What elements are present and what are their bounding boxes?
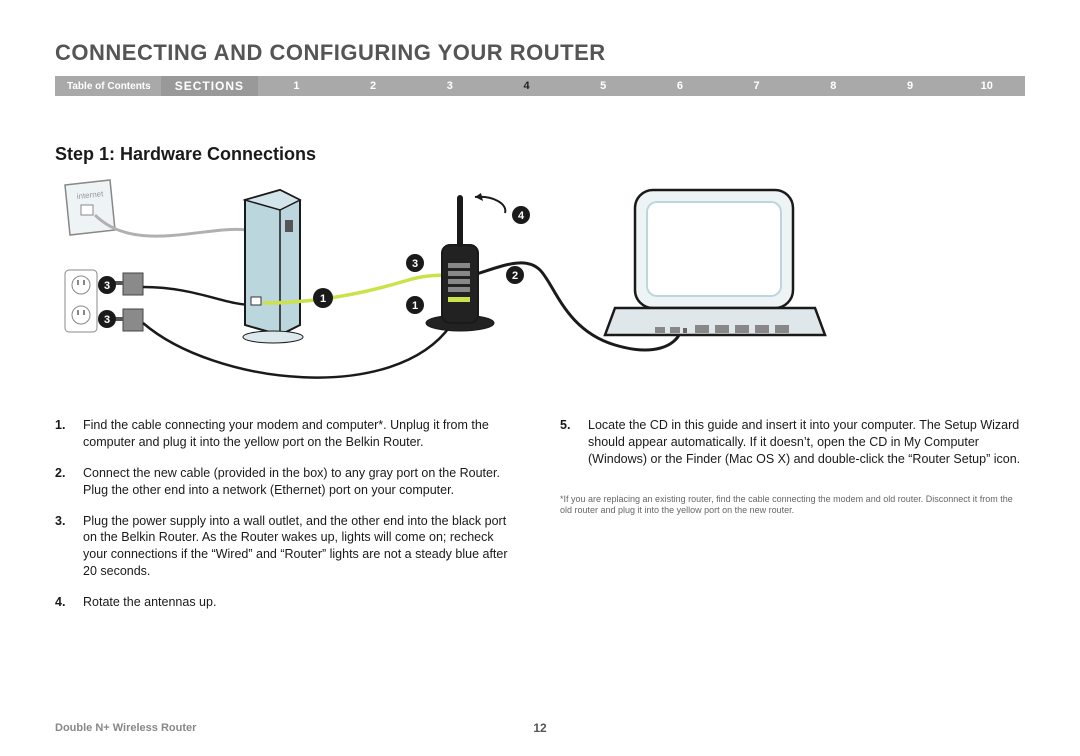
step-text: Locate the CD in this guide and insert i… xyxy=(588,417,1025,468)
section-link-8[interactable]: 8 xyxy=(795,76,872,96)
cable-jack-modem xyxy=(95,215,247,236)
step-text: Find the cable connecting your modem and… xyxy=(83,417,520,451)
manual-page: CONNECTING AND CONFIGURING YOUR ROUTER T… xyxy=(0,0,1080,756)
instruction-step: 4.Rotate the antennas up. xyxy=(55,594,520,611)
laptop-icon xyxy=(605,190,825,335)
section-link-7[interactable]: 7 xyxy=(718,76,795,96)
wall-jack-icon: internet xyxy=(65,180,115,235)
hardware-diagram: internet 3 3 xyxy=(55,175,835,405)
power-adapter-icon xyxy=(113,273,143,295)
step-number: 5. xyxy=(560,417,588,468)
instruction-step: 1.Find the cable connecting your modem a… xyxy=(55,417,520,451)
step-number: 1. xyxy=(55,417,83,451)
section-link-3[interactable]: 3 xyxy=(411,76,488,96)
callout-label: 1 xyxy=(320,293,326,305)
section-link-10[interactable]: 10 xyxy=(948,76,1025,96)
callout-label: 4 xyxy=(518,210,525,222)
footer-model: Double N+ Wireless Router xyxy=(55,722,196,734)
instruction-step: 5.Locate the CD in this guide and insert… xyxy=(560,417,1025,468)
step-number: 4. xyxy=(55,594,83,611)
callout-label: 3 xyxy=(104,314,110,326)
wall-outlets-icon xyxy=(65,270,97,332)
section-link-1[interactable]: 1 xyxy=(258,76,335,96)
instruction-step: 3.Plug the power supply into a wall outl… xyxy=(55,513,520,581)
page-number: 12 xyxy=(533,721,546,735)
step-text: Plug the power supply into a wall outlet… xyxy=(83,513,520,581)
toc-link[interactable]: Table of Contents xyxy=(55,81,161,92)
callout-label: 1 xyxy=(412,300,418,312)
section-navbar: Table of Contents SECTIONS 12345678910 xyxy=(55,76,1025,96)
footnote: *If you are replacing an existing router… xyxy=(560,494,1025,517)
section-link-5[interactable]: 5 xyxy=(565,76,642,96)
callout-label: 3 xyxy=(104,280,110,292)
router-icon xyxy=(426,193,505,331)
step-number: 2. xyxy=(55,465,83,499)
modem-icon xyxy=(243,190,303,343)
page-footer: Double N+ Wireless Router 12 xyxy=(55,722,1025,734)
power-adapter-icon xyxy=(113,309,143,331)
callout-label: 3 xyxy=(412,258,418,270)
section-number-list: 12345678910 xyxy=(258,76,1025,96)
instruction-step: 2.Connect the new cable (provided in the… xyxy=(55,465,520,499)
step-text: Rotate the antennas up. xyxy=(83,594,216,611)
cable-power-modem xyxy=(143,287,252,305)
section-link-6[interactable]: 6 xyxy=(642,76,719,96)
step-heading: Step 1: Hardware Connections xyxy=(55,144,1025,165)
callout-label: 2 xyxy=(512,270,518,282)
page-title: CONNECTING AND CONFIGURING YOUR ROUTER xyxy=(55,40,1025,66)
section-link-4[interactable]: 4 xyxy=(488,76,565,96)
section-link-2[interactable]: 2 xyxy=(335,76,412,96)
steps-list-right: 5.Locate the CD in this guide and insert… xyxy=(560,417,1025,468)
right-column: 5.Locate the CD in this guide and insert… xyxy=(560,417,1025,625)
steps-list-left: 1.Find the cable connecting your modem a… xyxy=(55,417,520,611)
left-column: 1.Find the cable connecting your modem a… xyxy=(55,417,520,625)
step-text: Connect the new cable (provided in the b… xyxy=(83,465,520,499)
section-link-9[interactable]: 9 xyxy=(872,76,949,96)
step-number: 3. xyxy=(55,513,83,581)
sections-label: SECTIONS xyxy=(161,76,258,96)
instruction-columns: 1.Find the cable connecting your modem a… xyxy=(55,417,1025,625)
